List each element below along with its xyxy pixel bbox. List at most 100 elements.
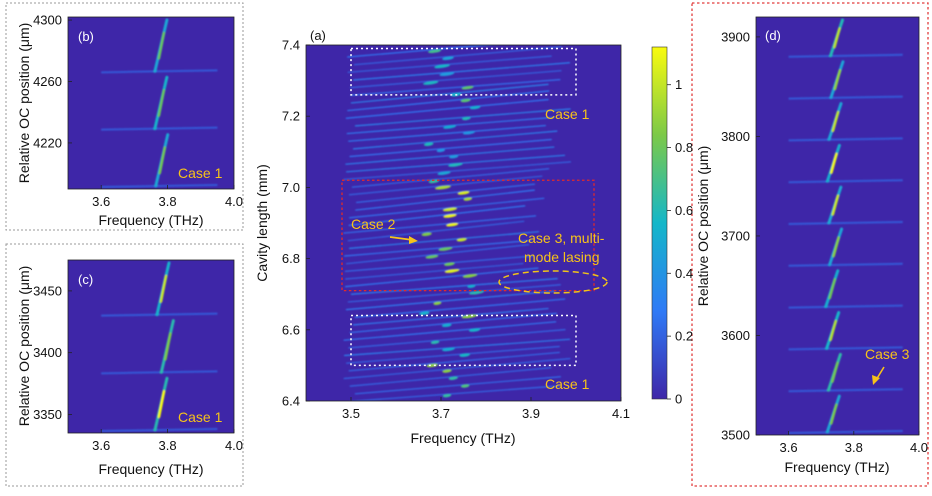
streak-peak: [439, 72, 455, 77]
panel-c-axes: 3.6 3.8 4.0 3350 3400 3450: [33, 259, 243, 453]
streak-peak: [441, 323, 452, 328]
y-tick-label: 7.2: [282, 109, 300, 124]
y-tick-label: 3600: [721, 328, 750, 343]
panel-b-plot-area: [68, 17, 234, 189]
streak-peak: [469, 105, 481, 110]
x-tick-label: 3.8: [159, 194, 177, 209]
panel-a-ylabel: Cavity length (mm): [254, 164, 270, 281]
y-tick-label: 7.0: [282, 180, 300, 195]
streak-line: [350, 278, 558, 295]
panel-d-axes: 3.6 3.8 4.0 3500 3600 3700 3800 3900: [721, 16, 928, 455]
streak-peak: [448, 163, 463, 167]
mode-peak: [164, 332, 172, 361]
streak-peak: [459, 353, 471, 357]
colorbar-tick-label: 1: [675, 77, 682, 92]
case2-box: [341, 179, 595, 292]
mode-peak: [157, 89, 166, 117]
streak-peak: [435, 185, 451, 190]
colorbar-gradient: [651, 46, 668, 400]
streak-line: [350, 79, 561, 96]
streak-line: [352, 130, 558, 150]
streak-line: [345, 262, 524, 280]
streak-peak: [423, 81, 439, 85]
streak-peak: [430, 340, 440, 345]
streak-line: [347, 284, 561, 303]
streak-line: [348, 231, 540, 249]
streak-peak: [428, 179, 440, 184]
mode-peak: [829, 320, 837, 341]
streak-line: [351, 168, 550, 188]
streak-peak: [428, 49, 442, 54]
streak-line: [350, 83, 549, 104]
x-tick-label: 3.8: [845, 440, 863, 455]
panel-d-streaks: [788, 18, 903, 434]
mode-jump-line: [101, 69, 218, 74]
mode-peak: [831, 111, 840, 132]
streak-peak: [418, 311, 430, 316]
axes-frame: [755, 16, 920, 436]
mode-jump-line: [101, 312, 218, 317]
streak-peak: [463, 197, 473, 201]
x-tick-label: 3.8: [159, 438, 177, 453]
streak-line: [347, 220, 525, 242]
panel-a-plot-area: [306, 45, 621, 401]
streak-peak: [468, 328, 481, 332]
streak-line: [343, 321, 557, 341]
x-tick-label: 3.6: [92, 194, 110, 209]
x-tick-label: 4.0: [910, 440, 928, 455]
panel-a-case2: Case 2: [351, 216, 396, 232]
panel-d-case3: Case 3: [865, 346, 910, 362]
mode-jump-line: [788, 346, 903, 351]
streak-peak: [442, 369, 452, 373]
streak-peak: [456, 238, 467, 242]
streak-peak: [448, 376, 458, 380]
streak-line: [345, 290, 556, 311]
mode-jump-line: [788, 221, 903, 225]
mode-jump-line: [101, 428, 218, 432]
streak-peak: [423, 142, 434, 146]
panel-b: (b) Case 1 3.6 3.8 4.0 4220 4260 4300 Frequen…: [16, 13, 243, 228]
streak-peak: [462, 116, 471, 121]
y-tick-label: 3350: [33, 407, 62, 422]
streak-peak: [442, 56, 454, 61]
streak-line: [348, 328, 566, 349]
x-tick-label: 4.0: [225, 194, 243, 209]
y-tick-label: 6.6: [282, 322, 300, 337]
mode-jump-line: [788, 179, 903, 184]
panel-c-ylabel: Relative OC position (μm): [16, 266, 32, 427]
panel-c: (c) Case 1 3.6 3.8 4.0 3350 3400 3450 Frequen…: [16, 259, 243, 477]
colorbar-tick-label: 0: [675, 392, 682, 407]
streak-peak: [443, 262, 455, 266]
mode-jump-line: [788, 95, 903, 100]
panel-c-label: (c): [78, 272, 93, 287]
panel-b-case1: Case 1: [178, 165, 223, 181]
panel-b-streaks: [101, 18, 218, 188]
colorbar-tick-label: 0.4: [675, 266, 693, 281]
panel-d-ylabel: Relative OC position (μm): [695, 146, 711, 307]
x-tick-label: 3.9: [522, 406, 540, 421]
y-tick-label: 4300: [33, 13, 62, 28]
mode-jump-line: [788, 262, 903, 267]
streak-line: [353, 46, 562, 66]
colorbar: 0 0.2 0.4 0.6 0.8 1: [651, 46, 693, 407]
streak-peak: [446, 222, 459, 227]
panel-d-frame: [691, 2, 929, 487]
panel-b-xlabel: Frequency (THz): [98, 212, 203, 228]
panel-a-case1-bottom: Case 1: [545, 376, 590, 392]
streak-line: [346, 244, 530, 265]
panel-b-axes: 3.6 3.8 4.0 4220 4260 4300: [33, 13, 243, 209]
streak-peak: [461, 314, 477, 319]
streak-line: [354, 376, 562, 395]
mode-jump-line: [101, 126, 218, 131]
streak-line: [343, 338, 571, 357]
streak-line: [344, 255, 534, 272]
x-tick-label: 4.0: [225, 438, 243, 453]
streak-line: [349, 312, 557, 334]
axes-frame: [305, 44, 622, 402]
streak-peak: [434, 64, 450, 69]
mode-peak: [828, 278, 837, 300]
panel-c-case1: Case 1: [178, 409, 223, 425]
panel-d-label: (d): [765, 28, 781, 43]
colorbar-tick-label: 0.2: [675, 329, 693, 344]
streak-peak: [442, 207, 457, 212]
